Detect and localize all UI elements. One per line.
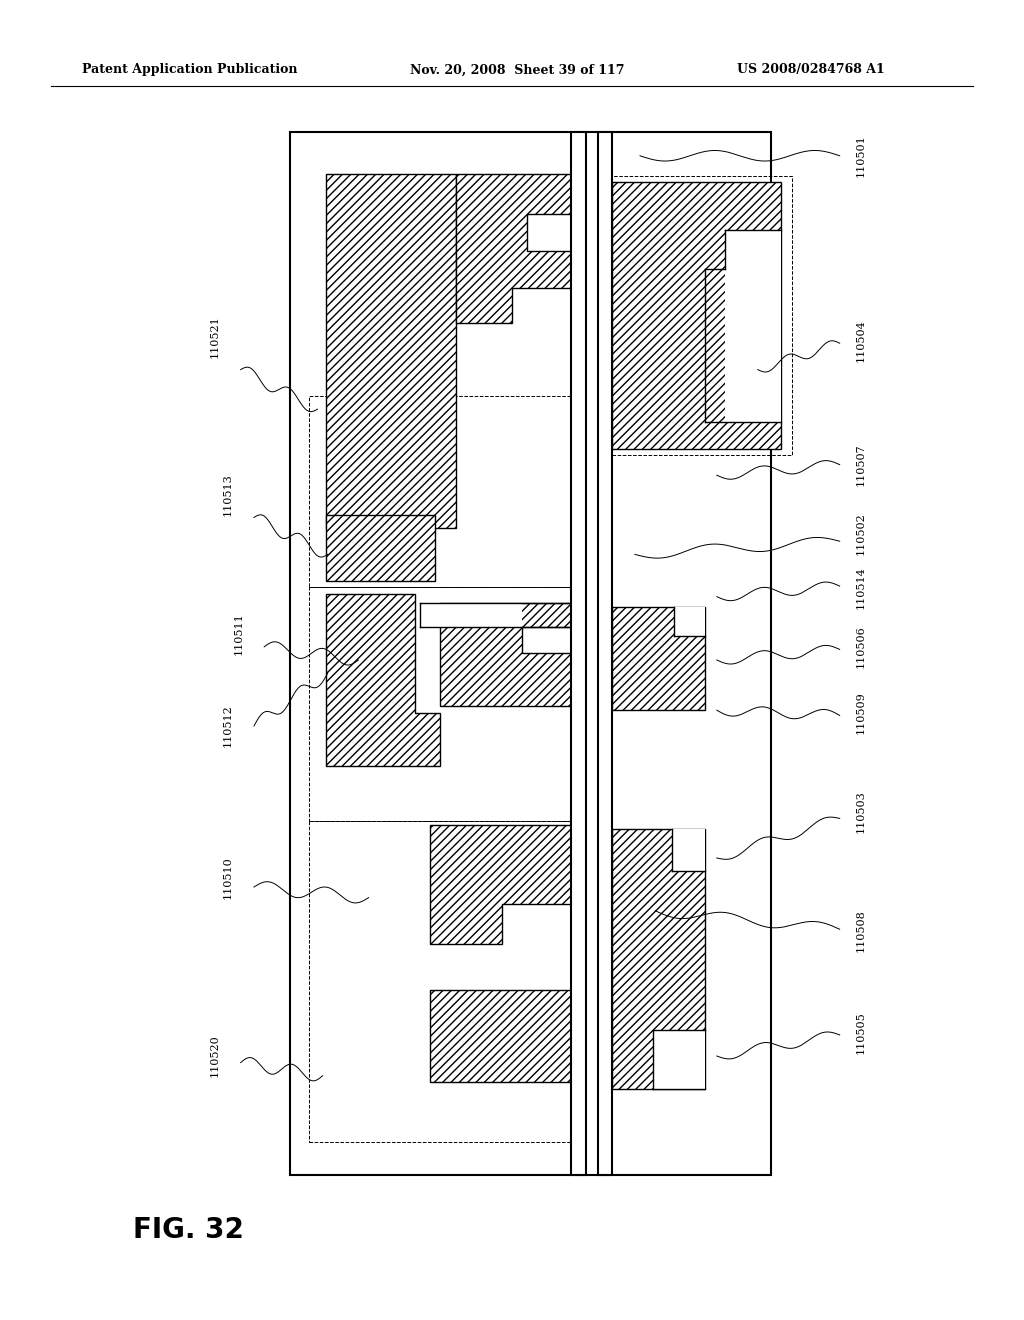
Bar	[598, 132, 612, 1175]
Text: 110509: 110509	[855, 692, 865, 734]
Text: 110505: 110505	[855, 1011, 865, 1053]
Text: Patent Application Publication: Patent Application Publication	[82, 63, 297, 77]
Polygon shape	[440, 603, 571, 706]
Text: 110508: 110508	[855, 909, 865, 952]
Text: 110512: 110512	[222, 705, 232, 747]
Polygon shape	[326, 594, 440, 766]
Polygon shape	[326, 174, 456, 528]
Polygon shape	[326, 515, 435, 581]
Text: 110514: 110514	[855, 566, 865, 609]
Polygon shape	[612, 182, 781, 449]
Text: US 2008/0284768 A1: US 2008/0284768 A1	[737, 63, 885, 77]
Text: 110506: 110506	[855, 626, 865, 668]
Bar	[309, 587, 571, 821]
Polygon shape	[456, 174, 571, 323]
Text: 110511: 110511	[233, 612, 244, 655]
Text: Nov. 20, 2008  Sheet 39 of 117: Nov. 20, 2008 Sheet 39 of 117	[410, 63, 624, 77]
Bar	[672, 829, 705, 871]
Bar	[725, 230, 781, 422]
Bar	[290, 132, 771, 1175]
Polygon shape	[430, 990, 571, 1082]
Text: FIG. 32: FIG. 32	[133, 1216, 244, 1245]
Bar	[309, 396, 571, 587]
Bar	[674, 607, 705, 636]
Text: 110507: 110507	[855, 444, 865, 486]
Bar	[571, 132, 586, 1175]
Bar	[420, 603, 522, 627]
Text: 110503: 110503	[855, 791, 865, 833]
Text: 110521: 110521	[210, 315, 220, 358]
Text: 110513: 110513	[222, 474, 232, 516]
Bar	[653, 1030, 705, 1089]
Polygon shape	[612, 607, 705, 710]
Text: 110501: 110501	[855, 135, 865, 177]
Text: 110510: 110510	[222, 857, 232, 899]
Polygon shape	[430, 825, 571, 944]
Bar	[309, 821, 571, 1142]
Text: 110502: 110502	[855, 512, 865, 554]
Bar	[612, 176, 792, 455]
Text: 110504: 110504	[855, 319, 865, 362]
Polygon shape	[612, 829, 705, 1089]
Text: 110520: 110520	[210, 1035, 220, 1077]
